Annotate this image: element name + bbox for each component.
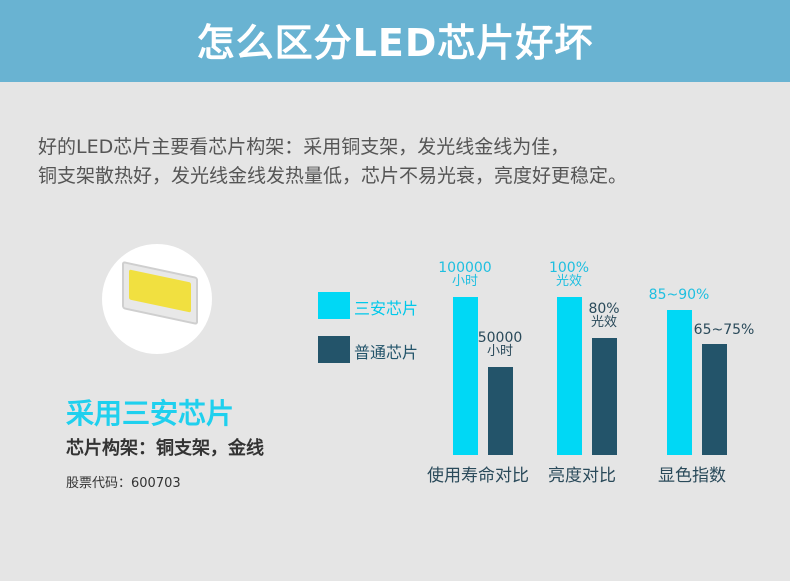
legend-label-sanan: 三安芯片 xyxy=(354,299,419,318)
page-title: 怎么区分LED芯片好坏 xyxy=(0,0,790,82)
led-chip-image xyxy=(102,244,212,354)
legend-swatch-normal xyxy=(318,336,350,363)
led-chip-icon xyxy=(122,260,198,326)
bar-normal xyxy=(488,366,513,455)
data-label: 85~90% xyxy=(648,286,710,303)
category-label: 亮度对比 xyxy=(548,466,616,486)
bar-normal xyxy=(702,344,727,455)
data-label: 65~75% xyxy=(693,322,755,339)
data-label: 80% 光效 xyxy=(588,301,620,331)
data-label: 100000 小时 xyxy=(438,260,492,289)
description-line-2: 铜支架散热好，发光线金线发热量低，芯片不易光衰，亮度好更稳定。 xyxy=(38,165,628,187)
data-label: 100% 光效 xyxy=(548,260,590,289)
data-label: 50000 小时 xyxy=(477,329,523,359)
category-label: 使用寿命对比 xyxy=(427,466,529,486)
product-subtitle: 芯片构架：铜支架，金线 xyxy=(66,438,264,459)
description-line-1: 好的LED芯片主要看芯片构架：采用铜支架，发光线金线为佳， xyxy=(38,136,570,158)
bar-sanan xyxy=(557,297,582,455)
legend-swatch-sanan xyxy=(318,292,350,319)
bar-sanan xyxy=(453,297,478,455)
stock-code: 股票代码：600703 xyxy=(66,476,181,491)
product-title: 采用三安芯片 xyxy=(66,397,235,430)
description: 好的LED芯片主要看芯片构架：采用铜支架，发光线金线为佳， 铜支架散热好，发光线… xyxy=(38,133,627,191)
category-label: 显色指数 xyxy=(658,466,726,486)
bar-sanan xyxy=(667,309,692,455)
bar-normal xyxy=(592,338,617,455)
legend-label-normal: 普通芯片 xyxy=(354,343,419,362)
